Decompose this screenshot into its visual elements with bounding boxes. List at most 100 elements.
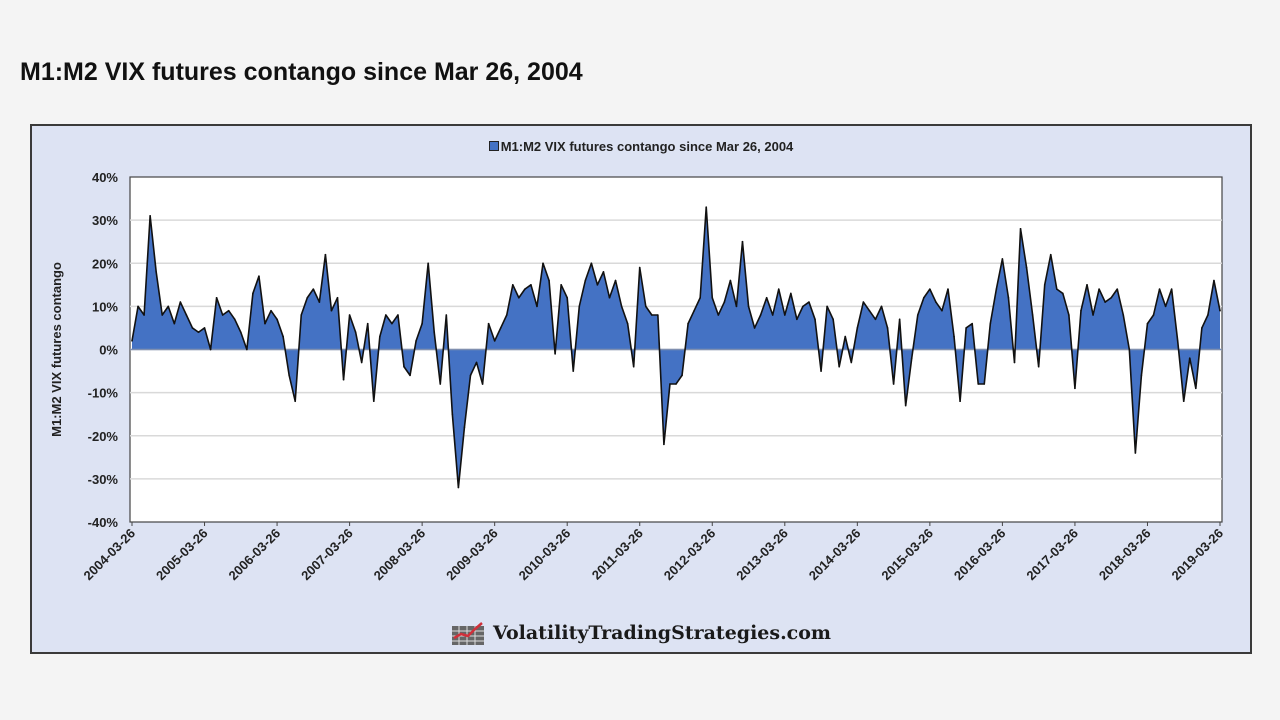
y-axis-title: M1:M2 VIX futures contango [49,262,64,437]
data-point [777,288,780,290]
x-tick-label: 2018-03-26 [1096,526,1154,584]
data-point [771,314,774,316]
x-tick-label: 2019-03-26 [1168,526,1226,584]
data-point [233,318,236,321]
data-point [167,305,170,308]
data-point [560,284,562,286]
chart-frame: M1:M2 VIX futures contango since Mar 26,… [30,124,1252,654]
data-point [143,314,145,316]
data-point [131,340,133,342]
data-point [270,309,272,312]
data-point [1182,400,1185,403]
data-point [971,322,973,325]
data-point [197,331,200,334]
data-point [372,400,375,403]
y-tick-label: 40% [92,170,118,185]
data-point [953,335,955,338]
data-point [1207,314,1209,316]
data-point [252,292,254,295]
data-point [397,314,399,316]
data-point [1146,322,1149,325]
y-tick-label: -10% [88,386,119,401]
data-point [784,314,786,316]
data-point [935,301,937,303]
data-point [264,322,266,325]
page-title: M1:M2 VIX futures contango since Mar 26,… [20,58,583,86]
data-point [983,383,986,385]
data-point [554,353,556,355]
x-tick-label: 2005-03-26 [153,526,211,584]
data-point [711,296,714,299]
data-point [336,296,339,299]
data-point [227,309,230,312]
data-point [258,275,260,277]
data-point [977,383,980,385]
data-point [620,305,623,308]
data-point [735,305,738,308]
data-point [505,314,508,316]
data-point [155,271,157,273]
data-point [874,318,877,321]
y-tick-label: 0% [99,343,118,358]
data-point [179,301,182,303]
data-point [959,400,961,403]
data-point [681,374,683,377]
data-point [657,314,659,316]
x-tick-label: 2006-03-26 [226,526,284,584]
x-tick-label: 2016-03-26 [951,526,1009,584]
data-point [1219,309,1221,312]
data-point [1152,314,1155,316]
data-point [1068,314,1070,316]
data-point [566,296,568,299]
y-tick-label: -40% [88,515,119,530]
x-tick-label: 2013-03-26 [733,526,791,584]
data-point [294,400,297,403]
data-point [880,305,883,308]
data-point [590,262,593,265]
data-point [221,314,224,316]
data-point [203,327,206,329]
data-point [433,331,436,334]
data-point [173,322,176,325]
data-point [651,314,653,316]
data-point [1110,296,1112,299]
x-tick-label: 2008-03-26 [371,526,429,584]
data-point [512,284,514,286]
site-logo: VolatilityTradingStrategies.com [32,620,1250,646]
contango-area [132,207,1220,488]
data-point [1013,361,1016,364]
data-point [820,370,822,372]
data-point [185,314,188,316]
data-point [518,296,520,299]
data-point [699,296,701,299]
data-point [868,309,871,312]
data-point [602,271,605,273]
data-point [306,296,309,299]
data-point [765,296,768,299]
data-point [856,327,859,329]
data-point [1031,314,1034,316]
data-point [149,215,151,217]
data-point [729,279,732,282]
data-point [1170,288,1173,290]
data-point [898,318,901,321]
data-point [941,309,943,312]
data-point [1062,292,1064,295]
y-tick-label: -20% [88,429,119,444]
data-point [209,348,212,351]
y-tick-label: -30% [88,472,119,487]
y-tick-label: 20% [92,256,118,271]
data-point [1128,348,1131,351]
data-point [379,335,381,338]
data-point [1104,301,1106,303]
data-point [403,365,405,368]
data-point [409,374,411,377]
data-point [276,318,278,321]
chart-legend: M1:M2 VIX futures contango since Mar 26,… [32,139,1250,154]
data-point [1074,387,1076,390]
data-point [385,314,387,316]
data-point [923,296,925,299]
data-point [572,370,575,372]
data-point [463,426,466,428]
data-point [499,327,502,329]
